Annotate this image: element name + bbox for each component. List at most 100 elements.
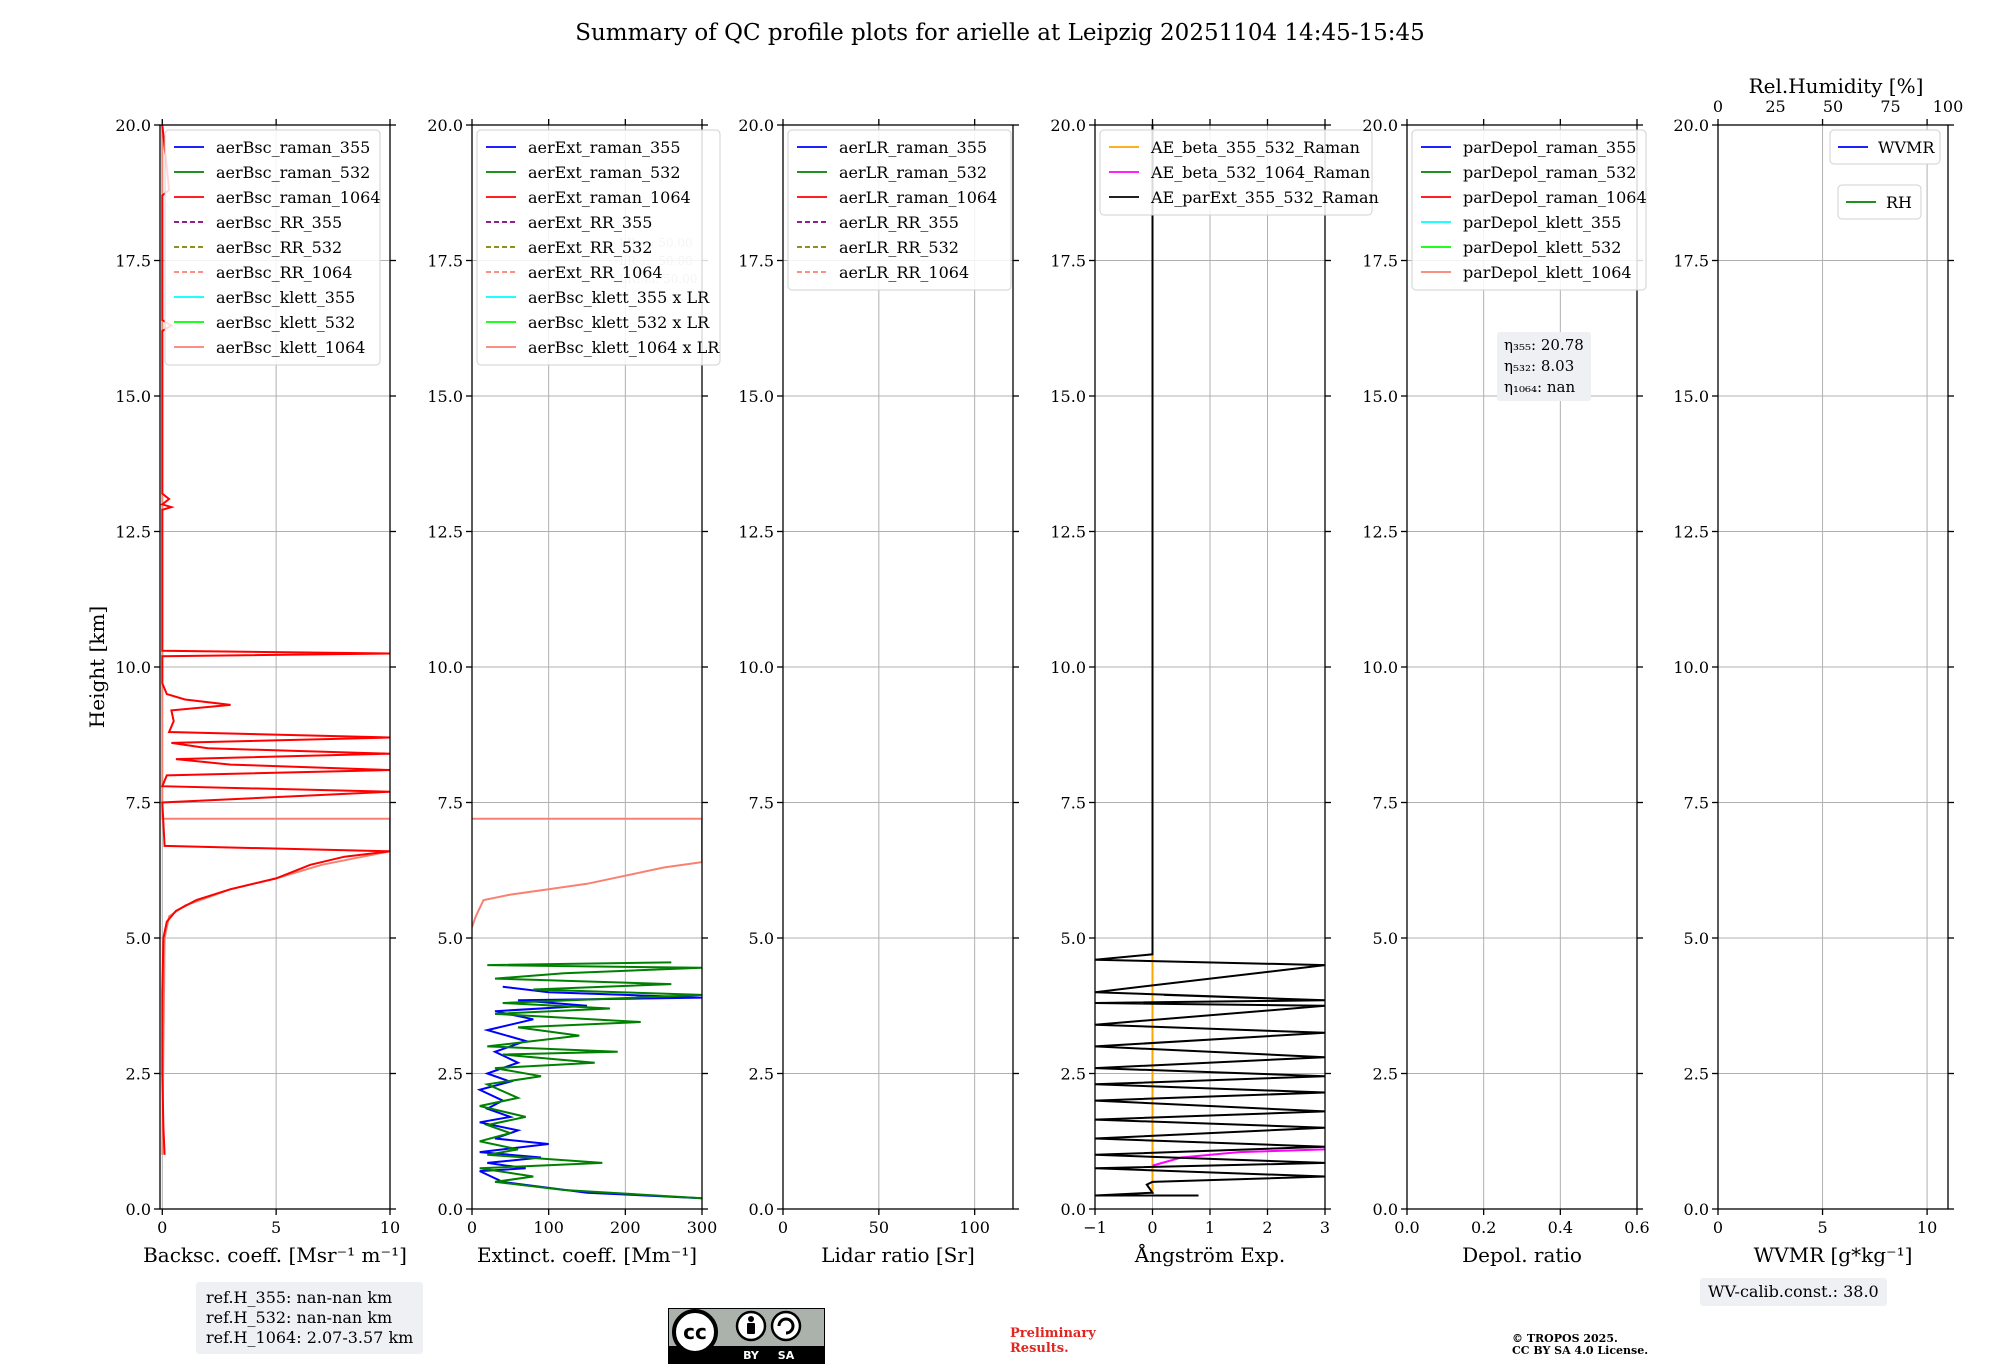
legend-label: aerExt_raman_532: [528, 163, 681, 182]
y-tick-label: 5.0: [1061, 929, 1086, 948]
x-axis-label: Extinct. coeff. [Mm⁻¹]: [477, 1243, 697, 1267]
legend-label: parDepol_klett_532: [1463, 238, 1621, 257]
y-tick-label: 10.0: [1050, 658, 1086, 677]
sa-share-icon: [770, 1310, 802, 1342]
legend-label: parDepol_klett_355: [1463, 213, 1621, 232]
legend-label: AE_beta_532_1064_Raman: [1150, 163, 1370, 182]
y-tick-label: 15.0: [1362, 387, 1398, 406]
top-x-axis-label: Rel.Humidity [%]: [1749, 74, 1924, 98]
x-axis-label: Ångström Exp.: [1134, 1242, 1285, 1267]
y-tick-label: 15.0: [1673, 387, 1709, 406]
y-tick-label: 12.5: [1362, 523, 1398, 542]
ref-h-355: ref.H_355: nan-nan km: [206, 1288, 393, 1307]
legend-box: [476, 129, 721, 366]
x-tick-label: 100: [533, 1218, 564, 1237]
y-tick-label: 2.5: [1684, 1065, 1709, 1084]
x-tick-label: 100: [959, 1218, 990, 1237]
series-line-AE_beta_532_1064_Raman: [1152, 1148, 1325, 1167]
y-tick-label: 20.0: [1673, 116, 1709, 135]
y-tick-label: 10.0: [427, 658, 463, 677]
y-tick-label: 2.5: [1061, 1065, 1086, 1084]
ref-h-1064: ref.H_1064: 2.07-3.57 km: [206, 1328, 414, 1347]
top-x-tick-label: 75: [1880, 97, 1900, 116]
y-tick-label: 7.5: [126, 794, 151, 813]
legend-label: parDepol_raman_355: [1463, 138, 1636, 157]
legend-label: aerLR_RR_355: [839, 213, 959, 232]
legend-label: aerLR_raman_532: [839, 163, 987, 182]
y-tick-label: 20.0: [1362, 116, 1398, 135]
x-tick-label: 2: [1262, 1218, 1272, 1237]
y-tick-label: 0.0: [1061, 1200, 1086, 1219]
legend-label: aerBsc_klett_355: [216, 288, 355, 307]
legend-box: [1099, 129, 1373, 216]
y-tick-label: 12.5: [427, 523, 463, 542]
y-tick-label: 10.0: [1673, 658, 1709, 677]
y-tick-label: 7.5: [1684, 794, 1709, 813]
x-tick-label: 0: [157, 1218, 167, 1237]
legend-label: aerExt_RR_1064: [528, 263, 663, 282]
x-tick-label: 0.6: [1624, 1218, 1649, 1237]
cc-sa-label: SA: [778, 1349, 795, 1362]
y-tick-label: 7.5: [438, 794, 463, 813]
x-tick-label: 10: [1917, 1218, 1937, 1237]
y-tick-label: 0.0: [1373, 1200, 1398, 1219]
top-x-tick-label: 50: [1823, 97, 1843, 116]
x-tick-label: 3: [1320, 1218, 1330, 1237]
legend-label: aerExt_raman_355: [528, 138, 681, 157]
panel-lr: 0.0 2.5 5.0 7.5 10.0 12.5 15.0 17.5 20.0 0 50 100 Li…: [738, 116, 1019, 1267]
panel-ext: LR₃₅₅: 50.00LR₅₃₂: 50.00LR₁₀₆₄: 50.000.0…: [427, 116, 721, 1267]
x-tick-label: 0: [1713, 1218, 1723, 1237]
y-tick-label: 17.5: [1673, 252, 1709, 271]
y-tick-label: 2.5: [1373, 1065, 1398, 1084]
svg-text:cc: cc: [683, 1320, 707, 1344]
top-x-tick-label: 100: [1933, 97, 1964, 116]
y-tick-label: 12.5: [1673, 523, 1709, 542]
y-tick-label: 0.0: [438, 1200, 463, 1219]
y-tick-label: 20.0: [1050, 116, 1086, 135]
eta-355: η₃₅₅: 20.78: [1504, 336, 1584, 354]
y-tick-label: 15.0: [427, 387, 463, 406]
legend-label: aerLR_raman_355: [839, 138, 987, 157]
legend-label: aerExt_RR_532: [528, 238, 652, 257]
x-tick-label: 10: [380, 1218, 400, 1237]
wv-calib-text: WV-calib.const.: 38.0: [1708, 1282, 1879, 1301]
top-x-tick-label: 25: [1765, 97, 1785, 116]
legend-label: aerExt_raman_1064: [528, 188, 691, 207]
y-tick-label: 0.0: [749, 1200, 774, 1219]
preliminary-note: Preliminary Results.: [1010, 1326, 1096, 1356]
legend-label: aerBsc_raman_355: [216, 138, 370, 157]
legend-label: aerBsc_RR_355: [216, 213, 342, 232]
y-tick-label: 5.0: [749, 929, 774, 948]
x-tick-label: 0: [467, 1218, 477, 1237]
legend-label: WVMR: [1878, 138, 1935, 157]
y-tick-label: 15.0: [738, 387, 774, 406]
x-tick-label: 0.0: [1394, 1218, 1419, 1237]
legend-label: aerLR_RR_1064: [839, 263, 969, 282]
x-tick-label: 5: [271, 1218, 281, 1237]
legend-label: aerBsc_klett_1064 x LR: [528, 338, 720, 357]
legend-label: aerBsc_raman_1064: [216, 188, 381, 207]
y-tick-label: 15.0: [1050, 387, 1086, 406]
legend-label: aerBsc_klett_532: [216, 313, 355, 332]
panel-bsc: 0.0 2.5 5.0 7.5 10.0 12.5 15.0 17.5 20.0 0 5 10 Back…: [115, 116, 407, 1267]
x-tick-label: 50: [869, 1218, 889, 1237]
x-tick-label: 5: [1817, 1218, 1827, 1237]
legend-box: [1837, 184, 1922, 220]
x-tick-label: 1: [1205, 1218, 1215, 1237]
x-tick-label: 0.2: [1471, 1218, 1496, 1237]
cc-logo-icon: [672, 1309, 718, 1355]
x-tick-label: 200: [610, 1218, 641, 1237]
legend-label: parDepol_klett_1064: [1463, 263, 1632, 282]
legend-box: [164, 129, 381, 366]
y-tick-label: 0.0: [126, 1200, 151, 1219]
legend-label: aerBsc_klett_1064: [216, 338, 365, 357]
y-tick-label: 12.5: [738, 523, 774, 542]
legend-label: aerLR_RR_532: [839, 238, 959, 257]
y-tick-label: 5.0: [1684, 929, 1709, 948]
y-tick-label: 20.0: [427, 116, 463, 135]
y-tick-label: 20.0: [738, 116, 774, 135]
ref-h-532: ref.H_532: nan-nan km: [206, 1308, 393, 1327]
x-tick-label: 300: [687, 1218, 718, 1237]
series-line-AE_parExt_355_532_Raman: [1095, 125, 1325, 1197]
